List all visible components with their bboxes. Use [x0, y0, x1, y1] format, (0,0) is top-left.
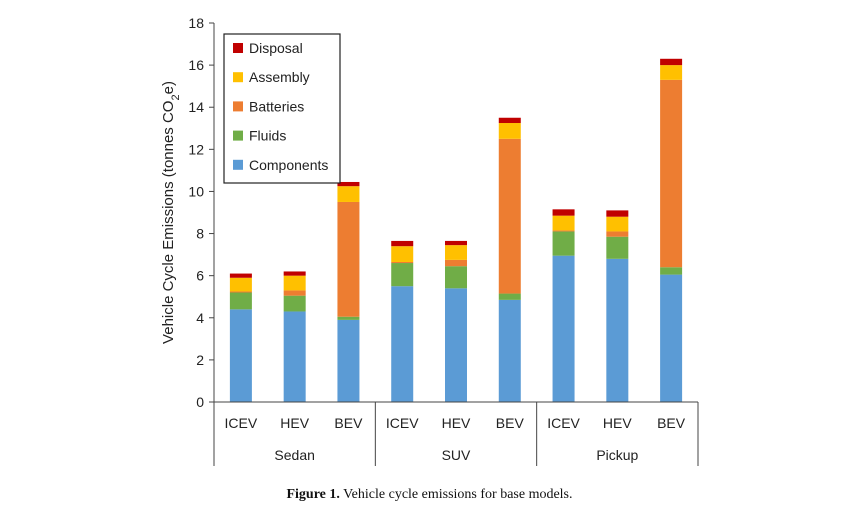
- bar-segment-batteries-0: [229, 291, 252, 293]
- bar-segment-assembly-5: [498, 123, 521, 139]
- legend-swatch-batteries: [233, 101, 243, 112]
- bars-layer: [229, 58, 683, 402]
- bar-segment-disposal-5: [498, 117, 521, 124]
- bar-segment-disposal-8: [660, 58, 683, 66]
- bar-segment-batteries-5: [498, 138, 521, 294]
- legend-swatch-fluids: [233, 130, 243, 141]
- legend-label-fluids: Fluids: [249, 128, 286, 144]
- bar-segment-fluids-6: [552, 231, 575, 256]
- x-category-label: ICEV: [547, 415, 580, 431]
- y-axis-label-subscript: 2: [170, 94, 182, 100]
- y-tick-label: 10: [188, 183, 204, 199]
- bar-segment-fluids-3: [391, 263, 414, 287]
- axes-layer: 0 2 4 6 8 10 12 14 16 18 ICEV HEV BEV ICEV HEV BEV ICEV H…: [188, 15, 699, 466]
- bar-segment-batteries-2: [337, 201, 360, 317]
- legend-label-batteries: Batteries: [249, 98, 304, 114]
- bar-segment-batteries-7: [606, 231, 629, 237]
- bar-segment-disposal-2: [337, 181, 360, 187]
- x-category-label: BEV: [334, 415, 363, 431]
- legend-label-disposal: Disposal: [249, 40, 303, 56]
- bar-segment-batteries-8: [660, 79, 683, 268]
- y-tick-label: 4: [196, 310, 204, 326]
- bar-segment-fluids-5: [498, 293, 521, 300]
- bar-segment-assembly-4: [445, 245, 467, 260]
- legend-swatch-disposal: [233, 43, 243, 53]
- legend-box: [223, 33, 341, 184]
- bar-segment-components-7: [606, 258, 629, 402]
- bar-segment-assembly-3: [391, 246, 414, 262]
- y-axis-label-suffix: e): [160, 81, 177, 94]
- bar-segment-assembly-6: [552, 215, 575, 231]
- legend-swatch-components: [233, 159, 243, 170]
- bar-segment-disposal-6: [552, 209, 575, 216]
- legend-label-assembly: Assembly: [249, 69, 310, 85]
- x-category-label: ICEV: [386, 415, 419, 431]
- bar-segment-components-5: [498, 299, 521, 402]
- legend-label-components: Components: [249, 157, 328, 173]
- x-category-label: BEV: [657, 415, 686, 431]
- bar-segment-batteries-3: [391, 261, 414, 264]
- bar-segment-fluids-1: [283, 295, 306, 312]
- y-axis-label: Vehicle Cycle Emissions (tonnes CO2e): [160, 81, 182, 344]
- bar-segment-assembly-7: [606, 216, 629, 232]
- y-tick-label: 8: [196, 226, 204, 242]
- bar-segment-disposal-3: [391, 240, 414, 247]
- x-group-label: Pickup: [596, 447, 638, 463]
- y-tick-label: 12: [188, 141, 204, 157]
- bar-segment-batteries-1: [283, 290, 306, 296]
- y-tick-label: 0: [196, 394, 204, 410]
- x-group-label: SUV: [442, 447, 471, 463]
- bar-segment-components-8: [660, 274, 683, 402]
- x-category-label: HEV: [442, 415, 471, 431]
- bar-segment-assembly-8: [660, 65, 683, 80]
- bar-segment-assembly-0: [229, 277, 252, 292]
- legend-swatch-assembly: [233, 72, 243, 83]
- y-tick-label: 6: [196, 268, 204, 284]
- bar-segment-components-4: [445, 288, 467, 402]
- bar-segment-components-1: [283, 311, 306, 402]
- y-tick-label: 16: [188, 57, 204, 73]
- x-group-label: Sedan: [274, 447, 314, 463]
- x-category-label: BEV: [496, 415, 525, 431]
- bar-segment-fluids-8: [660, 267, 683, 275]
- bar-segment-fluids-0: [229, 292, 252, 310]
- bar-segment-components-6: [552, 255, 575, 402]
- legend: Disposal Assembly Batteries Fluids Component…: [223, 33, 341, 184]
- y-tick-label: 14: [188, 99, 204, 115]
- bar-segment-components-0: [229, 309, 252, 402]
- bar-segment-disposal-4: [445, 240, 467, 246]
- bar-segment-batteries-4: [445, 259, 467, 267]
- figure-caption: Figure 1. Vehicle cycle emissions for ba…: [0, 487, 859, 503]
- bar-segment-disposal-0: [229, 273, 252, 278]
- bar-segment-fluids-4: [445, 266, 467, 289]
- y-tick-label: 18: [188, 15, 204, 31]
- x-category-label: ICEV: [225, 415, 258, 431]
- bar-segment-components-3: [391, 286, 414, 402]
- x-category-label: HEV: [603, 415, 632, 431]
- y-tick-label: 2: [196, 352, 204, 368]
- bar-segment-disposal-7: [606, 210, 629, 217]
- figure-caption-label: Figure 1.: [286, 487, 340, 502]
- y-axis-label-main: Vehicle Cycle Emissions (tonnes CO: [160, 101, 177, 344]
- bar-segment-assembly-2: [337, 186, 360, 202]
- x-category-label: HEV: [280, 415, 309, 431]
- bar-segment-fluids-2: [337, 316, 360, 320]
- bar-segment-components-2: [337, 319, 360, 402]
- bar-segment-fluids-7: [606, 236, 629, 259]
- bar-segment-disposal-1: [283, 271, 306, 276]
- figure-caption-text: Vehicle cycle emissions for base models.: [343, 487, 573, 502]
- bar-segment-batteries-6: [552, 230, 575, 232]
- bar-segment-assembly-1: [283, 275, 306, 291]
